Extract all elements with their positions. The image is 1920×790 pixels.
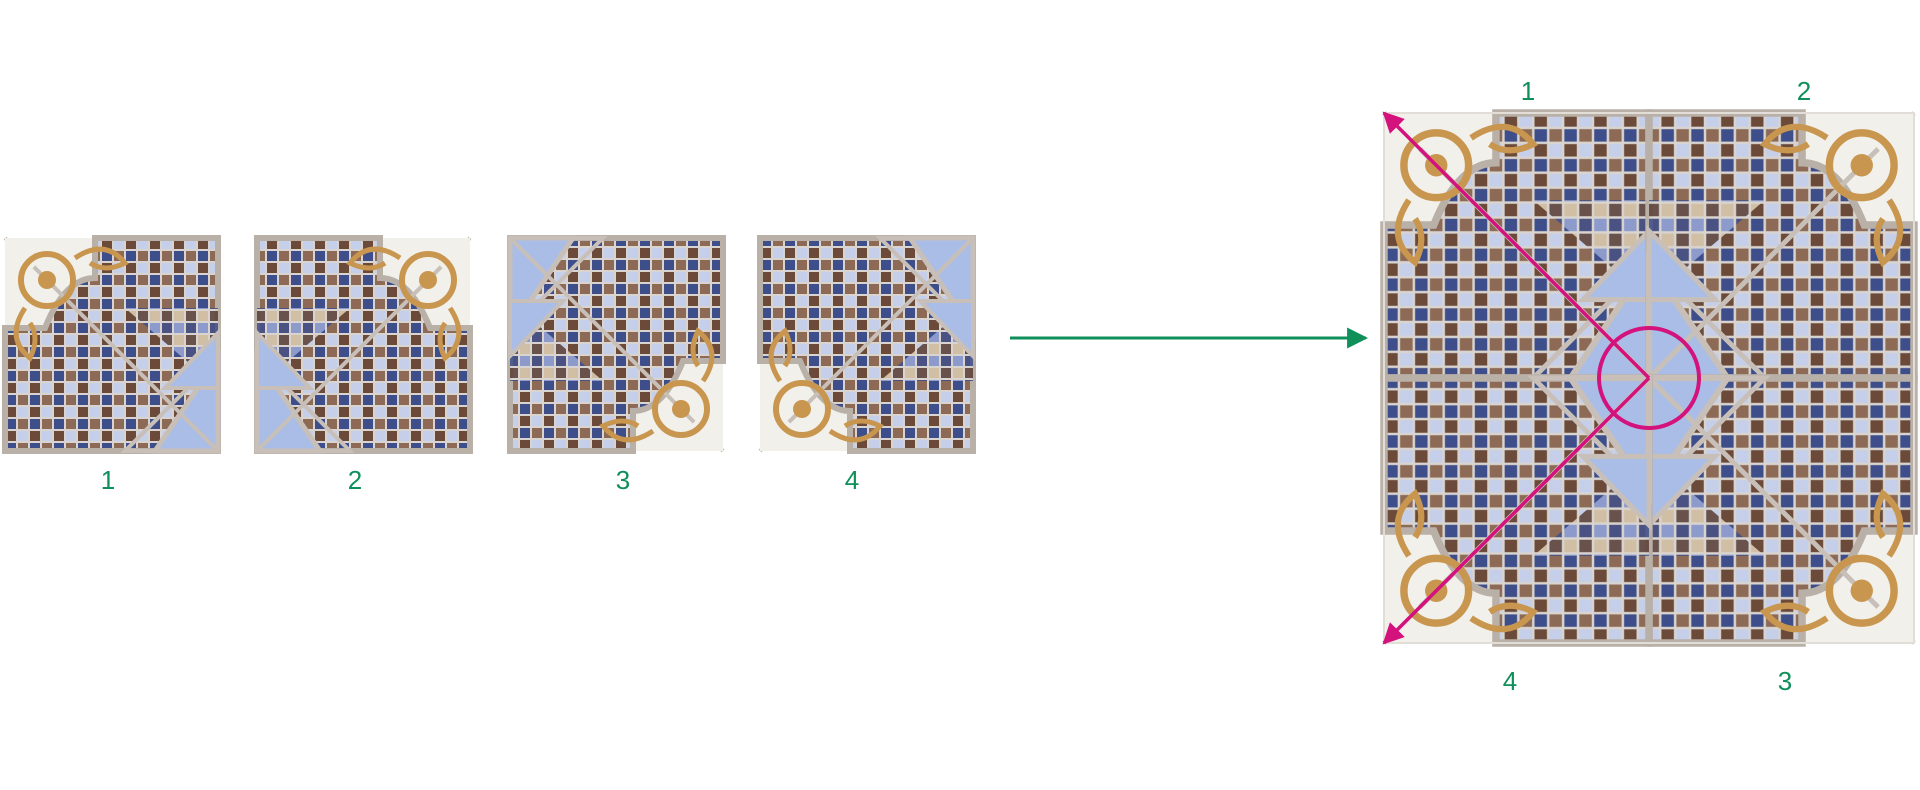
tile-3 <box>510 238 723 451</box>
tile-label-2: 2 <box>348 465 362 495</box>
assembled-label-bottom-right: 3 <box>1778 666 1792 696</box>
tile-1 <box>5 238 218 451</box>
rotation-arc-icon <box>1382 111 1701 645</box>
tile-4 <box>760 238 973 451</box>
assembled-label-bottom-left: 4 <box>1503 666 1517 696</box>
assembled-pattern-icon <box>1384 113 1914 643</box>
tile-2 <box>257 238 470 451</box>
assembled-label-top-left: 1 <box>1521 76 1535 106</box>
tile-label-3: 3 <box>616 465 630 495</box>
tile-label-4: 4 <box>845 465 859 495</box>
assembled-label-top-right: 2 <box>1797 76 1811 106</box>
tile-label-1: 1 <box>101 465 115 495</box>
